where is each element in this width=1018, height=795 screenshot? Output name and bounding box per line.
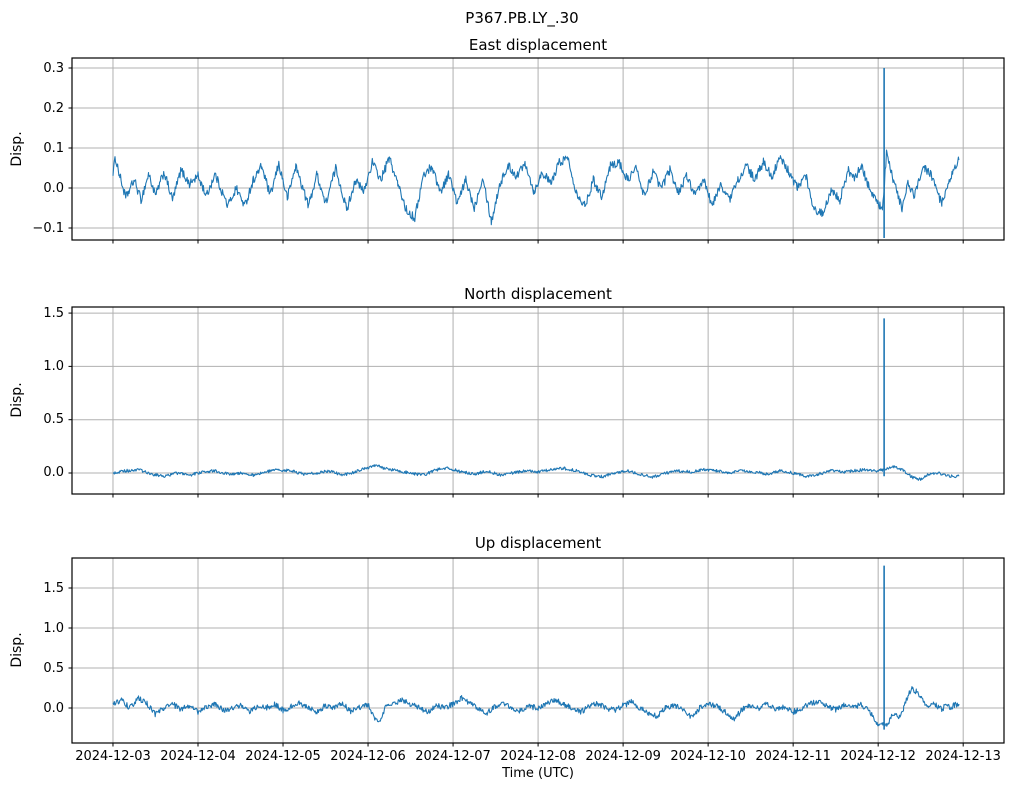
data-line bbox=[112, 464, 960, 481]
y-tick-label: 0.0 bbox=[43, 180, 64, 196]
y-tick-label: 0.5 bbox=[43, 412, 64, 428]
data-line bbox=[112, 686, 960, 727]
x-tick-label: 2024-12-08 bbox=[500, 749, 576, 764]
y-tick-label: 0.0 bbox=[43, 700, 64, 716]
subplot-title-north: North displacement bbox=[464, 285, 612, 303]
x-axis-label: Time (UTC) bbox=[502, 766, 574, 781]
x-tick-label: 2024-12-05 bbox=[245, 749, 321, 764]
y-tick-label: 0.5 bbox=[43, 660, 64, 676]
y-tick-label: −0.1 bbox=[32, 220, 64, 236]
x-tick-label: 2024-12-10 bbox=[670, 749, 746, 764]
y-tick-label: 1.0 bbox=[43, 358, 64, 374]
y-tick-label: 0.2 bbox=[43, 100, 64, 116]
x-tick-label: 2024-12-07 bbox=[415, 749, 491, 764]
data-line bbox=[112, 149, 960, 226]
x-tick-label: 2024-12-09 bbox=[585, 749, 661, 764]
x-tick-label: 2024-12-12 bbox=[840, 749, 916, 764]
y-tick-label: 1.5 bbox=[43, 305, 64, 321]
subplot-title-east: East displacement bbox=[468, 36, 608, 54]
y-tick-label: 1.0 bbox=[43, 620, 64, 636]
y-tick-label: 0.3 bbox=[43, 60, 64, 76]
x-tick-label: 2024-12-04 bbox=[160, 749, 236, 764]
y-tick-label: 0.0 bbox=[43, 465, 64, 481]
y-tick-label: 1.5 bbox=[43, 580, 64, 596]
x-tick-label: 2024-12-06 bbox=[330, 749, 406, 764]
subplot-title-up: Up displacement bbox=[474, 534, 602, 552]
y-tick-label: 0.1 bbox=[43, 140, 64, 156]
figure-title: P367.PB.LY_.30 bbox=[465, 9, 579, 27]
x-tick-label: 2024-12-13 bbox=[925, 749, 1001, 764]
x-tick-label: 2024-12-03 bbox=[75, 749, 151, 764]
x-tick-label: 2024-12-11 bbox=[755, 749, 831, 764]
